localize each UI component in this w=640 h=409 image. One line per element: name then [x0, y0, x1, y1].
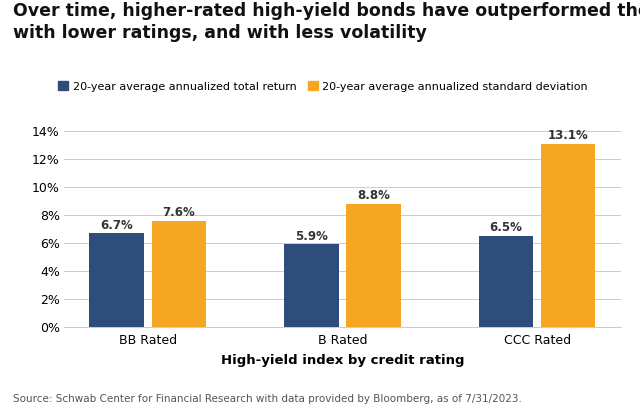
Text: Source: Schwab Center for Financial Research with data provided by Bloomberg, as: Source: Schwab Center for Financial Rese…	[13, 394, 522, 404]
Bar	[284, 245, 339, 327]
Text: 6.5%: 6.5%	[490, 221, 522, 234]
Text: 6.7%: 6.7%	[100, 218, 133, 231]
Bar	[479, 236, 533, 327]
Text: 5.9%: 5.9%	[295, 230, 328, 243]
Bar	[90, 233, 144, 327]
X-axis label: High-yield index by credit rating: High-yield index by credit rating	[221, 354, 464, 367]
Legend: 20-year average annualized total return, 20-year average annualized standard dev: 20-year average annualized total return,…	[58, 81, 588, 92]
Text: Over time, higher-rated high-yield bonds have outperformed those
with lower rati: Over time, higher-rated high-yield bonds…	[13, 2, 640, 42]
Text: 13.1%: 13.1%	[548, 129, 589, 142]
Text: 8.8%: 8.8%	[357, 189, 390, 202]
Bar	[541, 144, 595, 327]
Bar	[346, 204, 401, 327]
Bar	[152, 220, 206, 327]
Text: 7.6%: 7.6%	[163, 206, 195, 219]
